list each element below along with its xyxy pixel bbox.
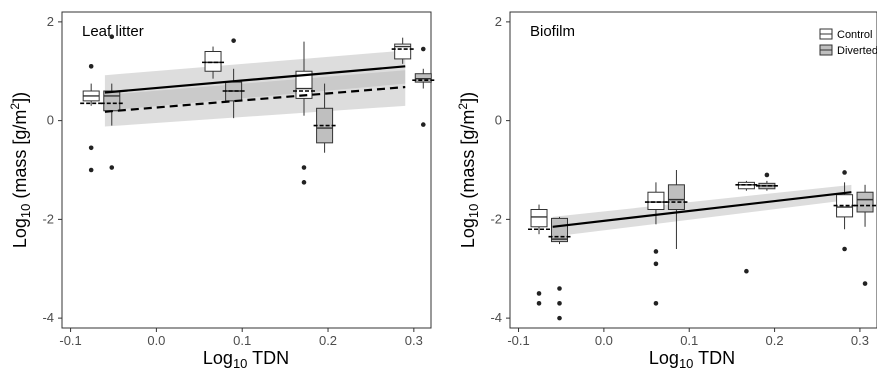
biofilm-x-tick-label: -0.1 xyxy=(507,333,529,348)
panel-leaf-litter-x-axis-title: Log10 TDN xyxy=(203,348,289,370)
leaf-litter-ci-ribbon-control xyxy=(104,50,406,111)
leaf-litter-box-control xyxy=(204,51,222,72)
biofilm-box-control xyxy=(530,209,548,228)
leaf-litter-outlier-point-control xyxy=(88,64,94,69)
legend: Control Diverted xyxy=(819,28,877,57)
leaf-litter-box-diverted xyxy=(414,73,432,83)
leaf-litter-x-tick-label: -0.1 xyxy=(59,333,81,348)
biofilm-fit-line-control xyxy=(552,191,852,228)
biofilm-y-tick-label: 0 xyxy=(495,113,502,128)
legend-label-diverted: Diverted xyxy=(837,45,877,57)
biofilm-box-control xyxy=(737,181,755,190)
leaf-litter-outlier-point-diverted xyxy=(109,165,115,170)
leaf-litter-outlier-point-diverted xyxy=(420,122,426,127)
panel-leaf-litter: -0.1 0.0 0.1 0.2 0.3 -4 -2 0 2 Leaf litter Log10… xyxy=(8,11,435,370)
leaf-litter-outlier-point-control xyxy=(301,180,307,185)
biofilm-box-diverted xyxy=(551,217,569,243)
biofilm-x-tick-label: 0.2 xyxy=(766,333,784,348)
leaf-litter-y-tick-label: -4 xyxy=(42,310,54,325)
leaf-litter-outlier-point-control xyxy=(88,167,94,173)
leaf-litter-outlier-point-control xyxy=(88,145,94,151)
panel-leaf-litter-title: Leaf litter xyxy=(82,23,144,40)
panel-leaf-litter-y-axis-title: Log10 (mass [g/m2]) xyxy=(8,92,33,248)
leaf-litter-x-tick-label: 0.3 xyxy=(405,333,423,348)
leaf-litter-y-tick-label: -2 xyxy=(42,211,54,226)
leaf-litter-box-control xyxy=(394,43,412,60)
biofilm-x-tick-label: 0.0 xyxy=(595,333,613,348)
biofilm-y-tick-label: 2 xyxy=(495,14,502,29)
biofilm-outlier-point-diverted xyxy=(764,172,770,178)
biofilm-outlier-point-control xyxy=(842,246,847,252)
biofilm-ci-ribbon-control xyxy=(552,184,852,237)
panel-biofilm-frame xyxy=(509,11,877,329)
biofilm-y-tick-label: -2 xyxy=(490,211,502,226)
biofilm-outlier-point-diverted xyxy=(862,281,868,286)
biofilm-outlier-point-control xyxy=(653,261,659,267)
biofilm-box-control xyxy=(647,191,665,210)
biofilm-x-tick-label: 0.3 xyxy=(851,333,869,348)
biofilm-outlier-point-control xyxy=(744,268,749,274)
leaf-litter-box-diverted xyxy=(103,90,121,112)
biofilm-outlier-point-control xyxy=(653,301,659,306)
biofilm-outlier-point-control xyxy=(653,249,659,254)
panel-biofilm-x-axis-title: Log10 TDN xyxy=(649,348,735,370)
leaf-litter-outlier-point-diverted xyxy=(231,38,236,43)
leaf-litter-fit-line-control xyxy=(104,65,406,94)
leaf-litter-y-tick-label: 0 xyxy=(47,113,54,128)
leaf-litter-box-diverted xyxy=(316,107,334,144)
panel-biofilm: -0.1 0.0 0.1 0.2 0.3 -4 -2 0 2 Biofilm Log10 (ma… xyxy=(456,11,877,370)
biofilm-outlier-point-control xyxy=(842,170,847,175)
leaf-litter-x-tick-label: 0.1 xyxy=(233,333,251,348)
biofilm-box-control xyxy=(836,194,854,218)
biofilm-outlier-point-diverted xyxy=(557,301,562,306)
leaf-litter-outlier-point-control xyxy=(301,165,307,170)
biofilm-outlier-point-control xyxy=(536,291,542,296)
panel-biofilm-title: Biofilm xyxy=(530,23,575,40)
panel-leaf-litter-plot: -0.1 0.0 0.1 0.2 0.3 -4 -2 0 2 xyxy=(42,14,435,348)
biofilm-box-diverted xyxy=(856,191,874,213)
leaf-litter-outlier-point-diverted xyxy=(420,46,426,52)
leaf-litter-fit-line-diverted xyxy=(104,85,406,113)
biofilm-y-tick-label: -4 xyxy=(490,310,502,325)
biofilm-box-diverted xyxy=(667,184,685,210)
leaf-litter-y-tick-label: 2 xyxy=(47,14,54,29)
biofilm-x-tick-label: 0.1 xyxy=(680,333,698,348)
leaf-litter-x-tick-label: 0.0 xyxy=(147,333,165,348)
biofilm-outlier-point-control xyxy=(536,301,542,306)
legend-label-control: Control xyxy=(837,29,872,41)
biofilm-outlier-point-diverted xyxy=(557,286,562,291)
panel-biofilm-plot: -0.1 0.0 0.1 0.2 0.3 -4 -2 0 2 xyxy=(490,14,877,348)
leaf-litter-outlier-point-diverted xyxy=(109,34,115,39)
panel-leaf-litter-frame xyxy=(61,11,432,329)
leaf-litter-x-tick-label: 0.2 xyxy=(319,333,337,348)
biofilm-outlier-point-diverted xyxy=(557,315,562,321)
panel-biofilm-y-axis-title: Log10 (mass [g/m2]) xyxy=(456,92,481,248)
